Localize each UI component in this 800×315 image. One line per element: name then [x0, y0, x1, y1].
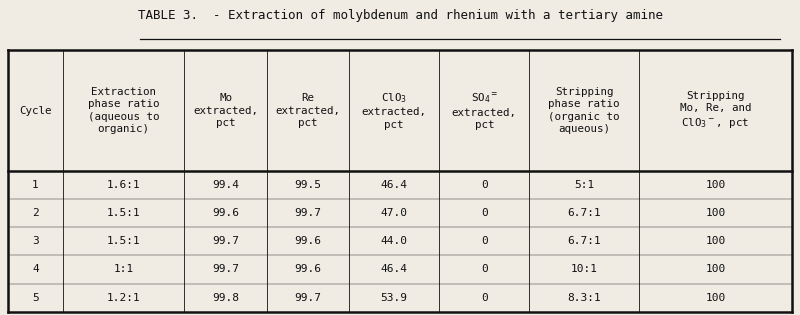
Text: Mo
extracted,
pct: Mo extracted, pct	[193, 93, 258, 128]
Text: 4: 4	[32, 265, 39, 274]
Text: 46.4: 46.4	[381, 265, 408, 274]
Text: 3: 3	[32, 236, 39, 246]
Text: 99.8: 99.8	[212, 293, 239, 303]
Text: 99.7: 99.7	[294, 293, 322, 303]
Text: Re
extracted,
pct: Re extracted, pct	[275, 93, 340, 128]
Text: 53.9: 53.9	[381, 293, 408, 303]
Text: 100: 100	[706, 293, 726, 303]
Text: 0: 0	[481, 293, 488, 303]
Text: TABLE 3.  - Extraction of molybdenum and rhenium with a tertiary amine: TABLE 3. - Extraction of molybdenum and …	[138, 9, 662, 22]
Text: 99.7: 99.7	[212, 265, 239, 274]
Text: 1.6:1: 1.6:1	[106, 180, 141, 190]
Text: 1:1: 1:1	[114, 265, 134, 274]
Text: ClO$_3$
extracted,
pct: ClO$_3$ extracted, pct	[362, 91, 426, 130]
Text: 0: 0	[481, 180, 488, 190]
Text: 10:1: 10:1	[570, 265, 598, 274]
Text: 99.6: 99.6	[294, 236, 322, 246]
Text: 0: 0	[481, 265, 488, 274]
Text: 44.0: 44.0	[381, 236, 408, 246]
Text: 2: 2	[32, 208, 39, 218]
Text: 5:1: 5:1	[574, 180, 594, 190]
Text: Stripping
phase ratio
(organic to
aqueous): Stripping phase ratio (organic to aqueou…	[549, 87, 620, 134]
Text: Cycle: Cycle	[19, 106, 52, 116]
Text: 1.5:1: 1.5:1	[106, 208, 141, 218]
Text: 99.4: 99.4	[212, 180, 239, 190]
Text: 8.3:1: 8.3:1	[567, 293, 601, 303]
Text: 46.4: 46.4	[381, 180, 408, 190]
Text: 99.7: 99.7	[294, 208, 322, 218]
Text: 0: 0	[481, 236, 488, 246]
Text: 0: 0	[481, 208, 488, 218]
Text: 6.7:1: 6.7:1	[567, 236, 601, 246]
Text: 6.7:1: 6.7:1	[567, 208, 601, 218]
Text: 100: 100	[706, 236, 726, 246]
Text: 1: 1	[32, 180, 39, 190]
Text: 5: 5	[32, 293, 39, 303]
Text: 100: 100	[706, 180, 726, 190]
Text: 99.6: 99.6	[294, 265, 322, 274]
Text: 47.0: 47.0	[381, 208, 408, 218]
Text: 99.7: 99.7	[212, 236, 239, 246]
Text: Extraction
phase ratio
(aqueous to
organic): Extraction phase ratio (aqueous to organ…	[88, 87, 159, 134]
Text: 99.6: 99.6	[212, 208, 239, 218]
Text: 1.5:1: 1.5:1	[106, 236, 141, 246]
Text: Stripping
Mo, Re, and
ClO$_3$$^-$, pct: Stripping Mo, Re, and ClO$_3$$^-$, pct	[680, 91, 751, 130]
Text: SO$_4$$^=$
extracted,
pct: SO$_4$$^=$ extracted, pct	[452, 91, 517, 130]
Text: 100: 100	[706, 265, 726, 274]
Text: 99.5: 99.5	[294, 180, 322, 190]
Text: 1.2:1: 1.2:1	[106, 293, 141, 303]
Text: 100: 100	[706, 208, 726, 218]
